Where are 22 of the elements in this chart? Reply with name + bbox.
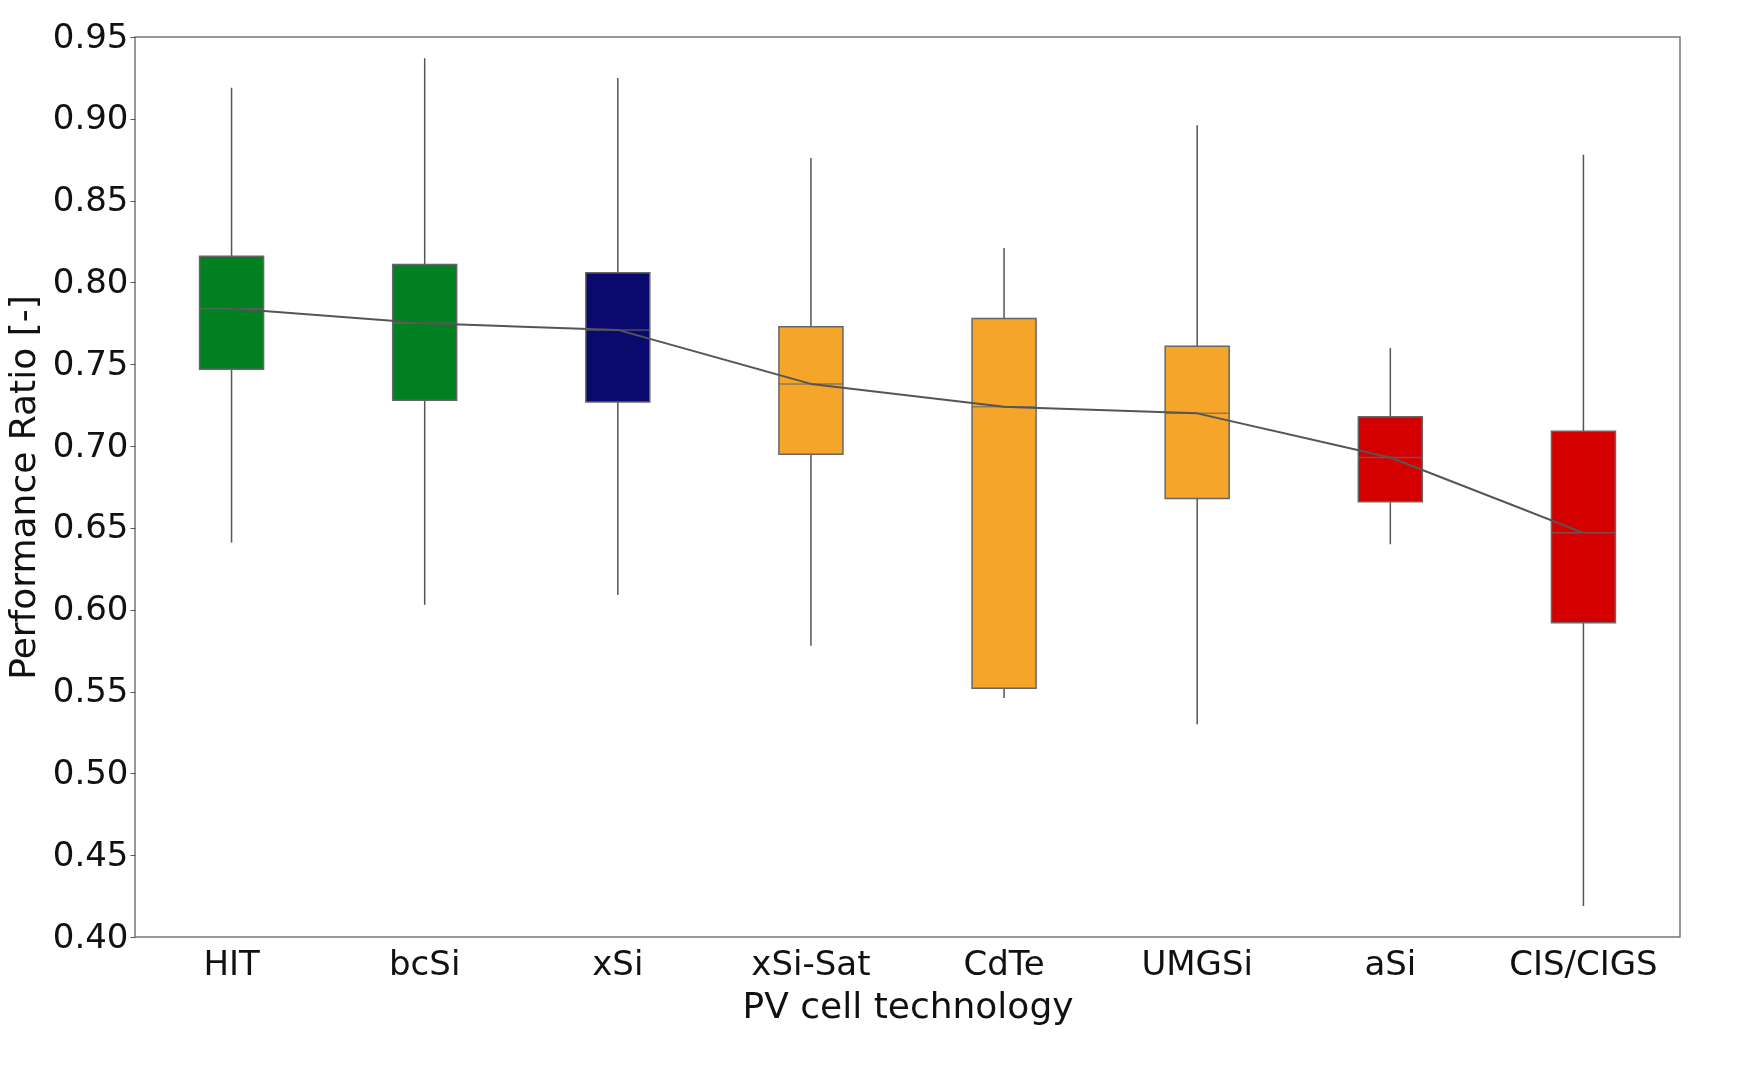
x-tick-label: aSi (1364, 942, 1417, 983)
x-tick-label: xSi (592, 942, 644, 983)
y-tick-label: 0.50 (52, 751, 129, 792)
y-tick-label: 0.90 (52, 97, 129, 138)
x-tick-label: bcSi (389, 942, 461, 983)
x-tick-label: CIS/CIGS (1509, 942, 1658, 983)
y-tick-label: 0.40 (52, 915, 129, 956)
y-tick-label: 0.65 (52, 506, 129, 547)
x-tick-label: HIT (203, 942, 260, 983)
x-tick-label: xSi-Sat (751, 942, 871, 983)
y-tick-label: 0.95 (52, 15, 129, 56)
x-tick-label: CdTe (963, 942, 1045, 983)
y-tick-label: 0.55 (52, 670, 129, 711)
y-tick-label: 0.45 (52, 833, 129, 874)
y-tick-label: 0.60 (52, 588, 129, 629)
y-tick-label: 0.85 (52, 179, 129, 220)
x-axis-title: PV cell technology (742, 984, 1074, 1026)
y-tick-label: 0.75 (52, 342, 129, 383)
y-axis-title: Performance Ratio [-] (1, 295, 43, 680)
y-tick-label: 0.80 (52, 260, 129, 301)
x-tick-label: UMGSi (1141, 942, 1253, 983)
y-tick-label: 0.70 (52, 424, 129, 465)
